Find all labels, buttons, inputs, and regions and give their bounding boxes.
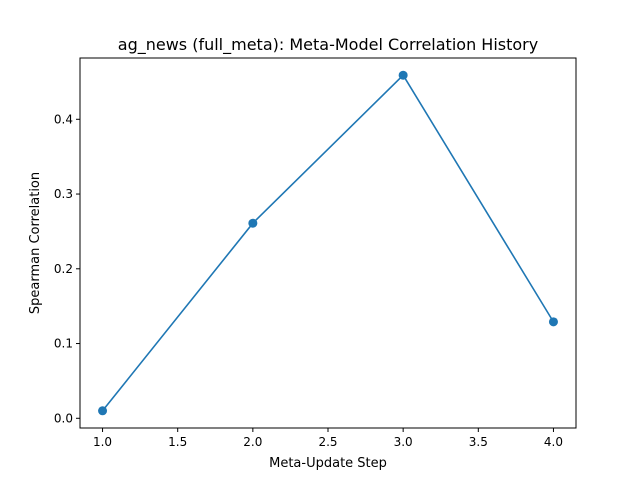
data-point [398,70,408,80]
series-line [101,73,555,412]
y-tick-label: 0.3 [54,187,73,201]
y-tick-label: 0.1 [54,337,73,351]
x-tick-label: 3.0 [394,435,413,449]
plot-area [79,57,577,429]
x-axis-ticks: 1.0 1.5 2.0 2.5 3.0 3.5 4.0 [93,428,563,449]
x-tick-label: 3.5 [469,435,488,449]
x-axis-label: Meta-Update Step [269,456,387,471]
x-tick-label: 2.5 [318,435,337,449]
y-tick-label: 0.0 [54,411,73,425]
data-point [248,218,258,228]
x-tick-label: 2.0 [243,435,262,449]
data-point [548,317,558,327]
y-tick-label: 0.2 [54,262,73,276]
x-tick-label: 1.0 [93,435,112,449]
chart-title: ag_news (full_meta): Meta-Model Correlat… [118,35,538,55]
y-axis-ticks: 0.0 0.1 0.2 0.3 0.4 [54,112,80,425]
x-tick-label: 4.0 [544,435,563,449]
y-tick-label: 0.4 [54,112,73,126]
data-point [98,406,108,416]
series-layer [98,70,558,416]
x-tick-label: 1.5 [168,435,187,449]
y-axis-label: Spearman Correlation [28,172,43,314]
